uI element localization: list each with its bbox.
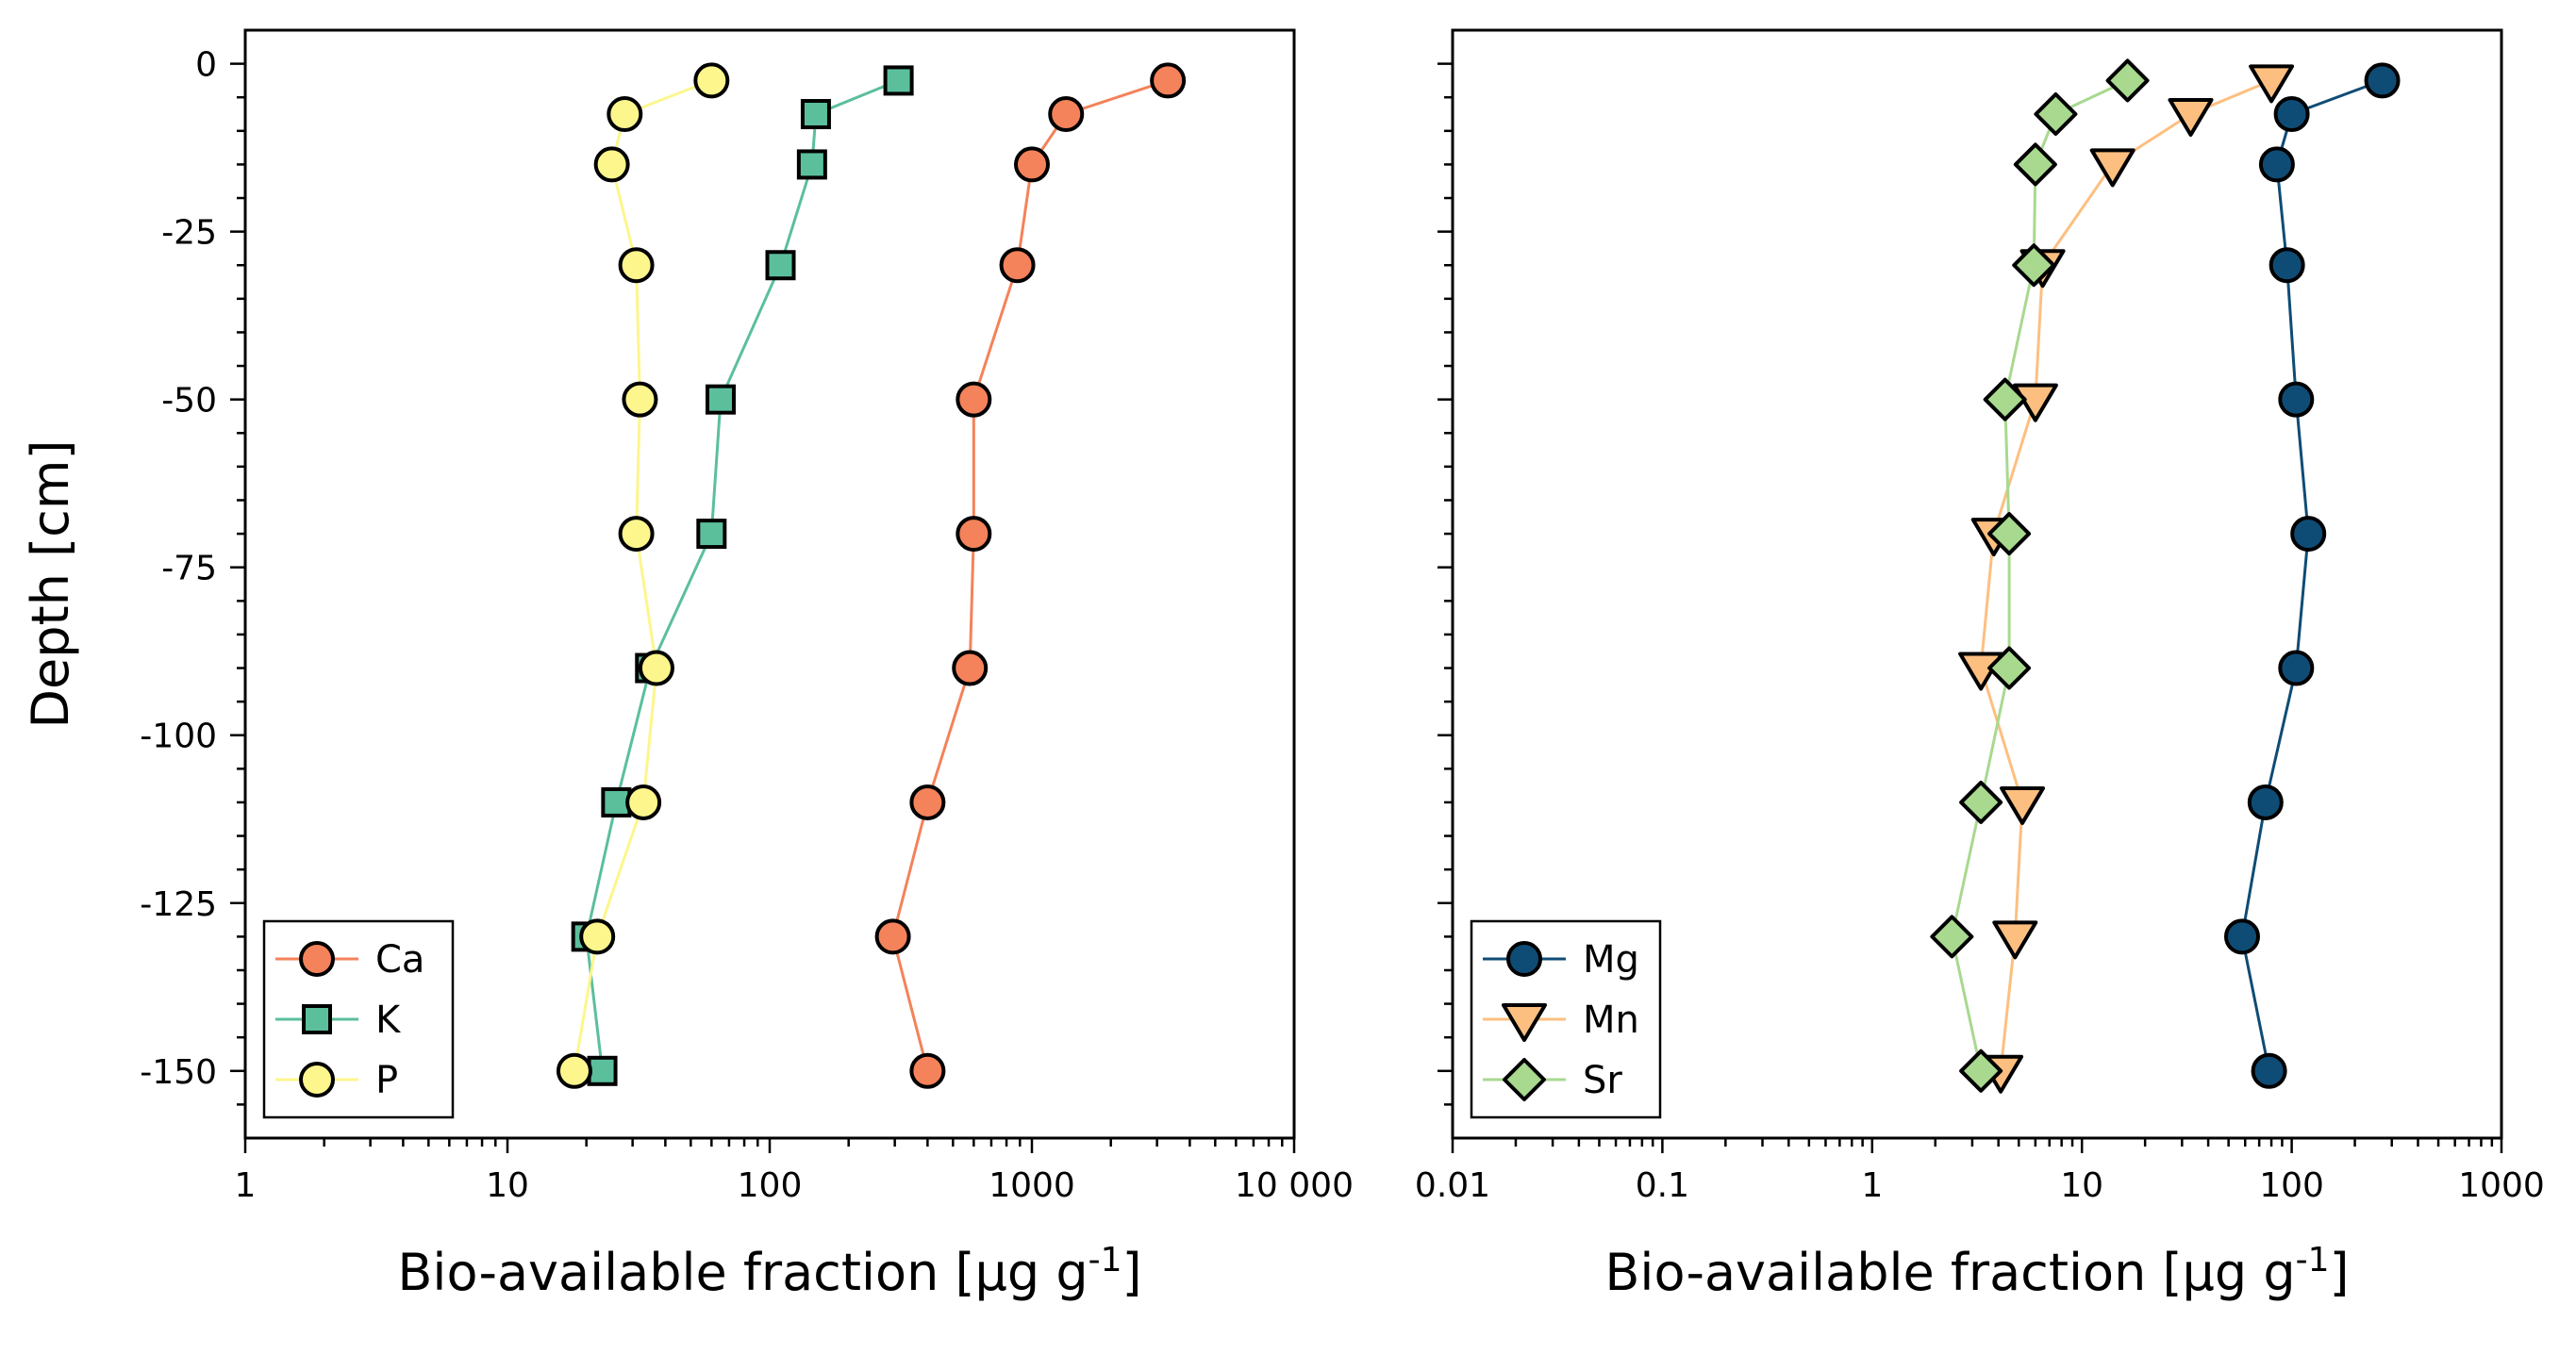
legend-label-Mn: Mn: [1583, 999, 1639, 1042]
data-point-Sr: [1959, 1049, 2003, 1093]
data-point-K: [796, 149, 827, 180]
data-point-Sr: [2105, 58, 2150, 103]
y-tick-label: -100: [140, 718, 217, 756]
data-point-P: [618, 247, 655, 284]
data-point-P: [625, 784, 662, 820]
data-point-Mn: [2168, 98, 2214, 138]
data-point-Mn: [2000, 785, 2046, 825]
data-point-Mg: [2258, 146, 2295, 183]
data-point-Ca: [956, 381, 992, 418]
data-point-Ca: [874, 918, 911, 955]
legend-label-Mg: Mg: [1583, 938, 1639, 982]
data-point-Sr: [1987, 646, 2032, 690]
y-tick-label: 0: [195, 46, 217, 85]
data-point-Mn: [1992, 920, 2038, 960]
x-axis-label: Bio-available fraction [µg g-1]: [397, 1241, 1141, 1302]
data-point-P: [607, 96, 643, 133]
data-point-Mg: [2364, 62, 2401, 99]
x-tick-label: 1: [235, 1166, 257, 1205]
data-point-Mn: [2012, 383, 2058, 422]
data-point-Sr: [1983, 377, 2027, 421]
x-tick-label: 1000: [2458, 1166, 2545, 1205]
y-tick-label: -50: [161, 382, 217, 421]
legend-marker-Ca: [299, 941, 335, 977]
data-point-Ca: [1150, 62, 1187, 99]
data-point-P: [693, 62, 730, 99]
data-point-Mg: [2251, 1052, 2287, 1089]
legend-marker-K: [302, 1004, 332, 1034]
x-tick-label: 100: [738, 1166, 803, 1205]
data-point-K: [765, 250, 796, 281]
legend-label-P: P: [375, 1059, 398, 1102]
data-point-Ca: [909, 1052, 946, 1089]
data-point-P: [593, 146, 630, 183]
y-tick-label: -75: [161, 550, 217, 588]
data-point-Ca: [956, 516, 992, 553]
right-panel: 0.01 0.1 1 10 100 1000 Bio-available fraction …: [1415, 28, 2545, 1302]
data-point-Sr: [1987, 512, 2032, 556]
x-tick-label: 100: [2259, 1166, 2324, 1205]
left-panel: 1 10 100 1000 10 000 0 -25 -50 -75 -100 -125 -150 Bi…: [21, 28, 1354, 1302]
data-point-Mg: [2278, 650, 2315, 686]
data-point-P: [618, 516, 655, 553]
legend-label-Sr: Sr: [1583, 1059, 1622, 1102]
data-point-Mg: [2290, 516, 2327, 553]
data-point-Sr: [1959, 780, 2003, 824]
data-point-Ca: [952, 650, 989, 686]
x-tick-label: 0.01: [1415, 1166, 1490, 1205]
data-point-Mn: [2249, 64, 2295, 104]
x-tick-label: 10 000: [1235, 1166, 1354, 1205]
data-point-P: [556, 1052, 592, 1089]
series-line-P: [573, 79, 712, 1072]
data-point-K: [587, 1055, 618, 1086]
legend-marker-Sr: [1503, 1058, 1546, 1101]
series-line-Sr: [1950, 79, 2129, 1072]
series-line-Mn: [1979, 79, 2272, 1071]
data-point-K: [883, 65, 914, 96]
data-point-P: [622, 381, 658, 418]
y-tick-label: -150: [140, 1053, 217, 1092]
legend-marker-P: [299, 1062, 335, 1098]
y-tick-label: -125: [140, 885, 217, 924]
data-point-Sr: [2034, 92, 2078, 137]
x-tick-label: 1000: [989, 1166, 1075, 1205]
x-axis-label: Bio-available fraction [µg g-1]: [1604, 1241, 2349, 1302]
data-point-Mg: [2273, 96, 2310, 133]
data-point-Ca: [999, 247, 1036, 284]
data-point-Mg: [2247, 784, 2284, 820]
data-point-Ca: [1048, 96, 1085, 133]
data-point-Sr: [2013, 142, 2057, 187]
y-tick-label: -25: [161, 214, 217, 253]
data-point-Sr: [1930, 915, 1974, 959]
series-line-Mg: [2240, 78, 2384, 1072]
data-point-Ca: [1014, 146, 1050, 183]
x-tick-label: 0.1: [1636, 1166, 1689, 1205]
data-point-K: [705, 384, 736, 415]
data-point-Mg: [2269, 247, 2305, 284]
x-tick-label: 1: [1861, 1166, 1883, 1205]
data-point-P: [638, 650, 674, 686]
data-point-Sr: [2012, 243, 2056, 288]
series-line-K: [585, 79, 900, 1071]
data-point-K: [696, 519, 727, 550]
data-point-P: [579, 918, 616, 955]
data-point-Mn: [2089, 148, 2136, 188]
y-axis-label: Depth [cm]: [21, 439, 80, 728]
plot-frame: [1451, 28, 2503, 1140]
data-point-Ca: [909, 784, 946, 820]
series-line-Ca: [891, 78, 1169, 1072]
x-tick-label: 10: [2060, 1166, 2103, 1205]
legend-marker-Mg: [1506, 941, 1542, 977]
legend-label-Ca: Ca: [375, 938, 424, 982]
data-point-Mg: [2278, 381, 2315, 418]
data-point-Mg: [2223, 918, 2260, 955]
data-point-K: [800, 99, 831, 130]
x-tick-label: 10: [486, 1166, 529, 1205]
legend-marker-Mn: [1502, 1003, 1547, 1042]
legend-label-K: K: [375, 999, 402, 1042]
